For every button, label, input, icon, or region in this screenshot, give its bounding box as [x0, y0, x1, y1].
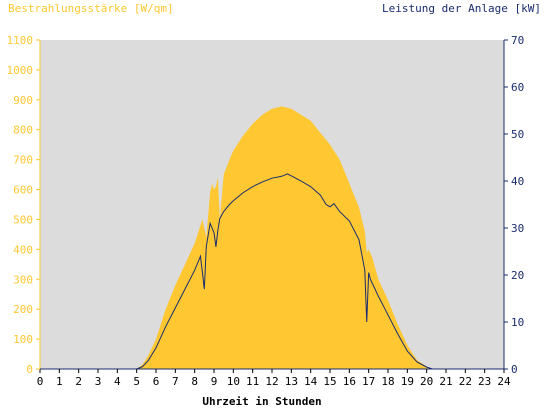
power-line: [40, 173, 504, 370]
x-tick-label: 0: [37, 375, 44, 388]
x-tick-label: 16: [343, 375, 356, 388]
x-tick-label: 20: [420, 375, 433, 388]
x-tick-label: 15: [323, 375, 336, 388]
x-tick-label: 2: [75, 375, 82, 388]
x-tick-label: 19: [401, 375, 414, 388]
x-tick-label: 17: [362, 375, 375, 388]
x-axis-title: Uhrzeit in Stunden: [202, 395, 321, 408]
y-left-tick-label: 500: [13, 213, 33, 226]
x-tick-label: 4: [114, 375, 121, 388]
x-tick-label: 21: [439, 375, 452, 388]
x-tick-label: 5: [133, 375, 140, 388]
y-right-tick-label: 40: [511, 175, 524, 188]
x-tick-label: 12: [265, 375, 278, 388]
x-tick-label: 9: [211, 375, 218, 388]
x-tick-label: 1: [56, 375, 63, 388]
x-tick-label: 7: [172, 375, 179, 388]
y-left-tick-label: 600: [13, 184, 33, 197]
left-axis-title: Bestrahlungsstärke [W/qm]: [8, 2, 174, 15]
y-right-tick-label: 10: [511, 316, 524, 329]
y-left-tick-label: 700: [13, 154, 33, 167]
y-right-tick-label: 20: [511, 269, 524, 282]
y-right-tick-label: 60: [511, 81, 524, 94]
y-left-tick-label: 0: [26, 363, 33, 376]
y-right-tick-label: 30: [511, 222, 524, 235]
x-tick-label: 24: [497, 375, 511, 388]
y-left-tick-label: 1100: [7, 34, 34, 47]
x-tick-label: 8: [191, 375, 198, 388]
x-tick-label: 18: [381, 375, 394, 388]
y-left-tick-label: 800: [13, 124, 33, 137]
irradiance-area: [40, 106, 504, 370]
x-tick-label: 10: [227, 375, 240, 388]
y-left-tick-label: 200: [13, 303, 33, 316]
x-tick-label: 14: [304, 375, 318, 388]
x-tick-label: 3: [95, 375, 102, 388]
y-left-tick-label: 300: [13, 273, 33, 286]
x-tick-label: 13: [285, 375, 298, 388]
x-tick-label: 11: [246, 375, 259, 388]
x-tick-label: 22: [459, 375, 472, 388]
right-axis-title: Leistung der Anlage [kW]: [382, 2, 541, 15]
x-tick-label: 6: [153, 375, 160, 388]
y-left-tick-label: 900: [13, 94, 33, 107]
y-left-tick-label: 100: [13, 333, 33, 346]
power-line-layer: [40, 173, 504, 370]
irradiance-area-layer: [40, 106, 504, 370]
y-right-tick-label: 0: [511, 363, 518, 376]
ticks-layer: 0 1 2 3 4 5 6 7 8 9 10 11 12 13 14 15 16 17 18 19 20 21 22 23 24…: [7, 34, 525, 388]
y-left-tick-label: 400: [13, 243, 33, 256]
y-left-tick-label: 1000: [7, 64, 34, 77]
x-tick-label: 23: [478, 375, 491, 388]
y-right-tick-label: 50: [511, 128, 524, 141]
y-right-tick-label: 70: [511, 34, 524, 47]
